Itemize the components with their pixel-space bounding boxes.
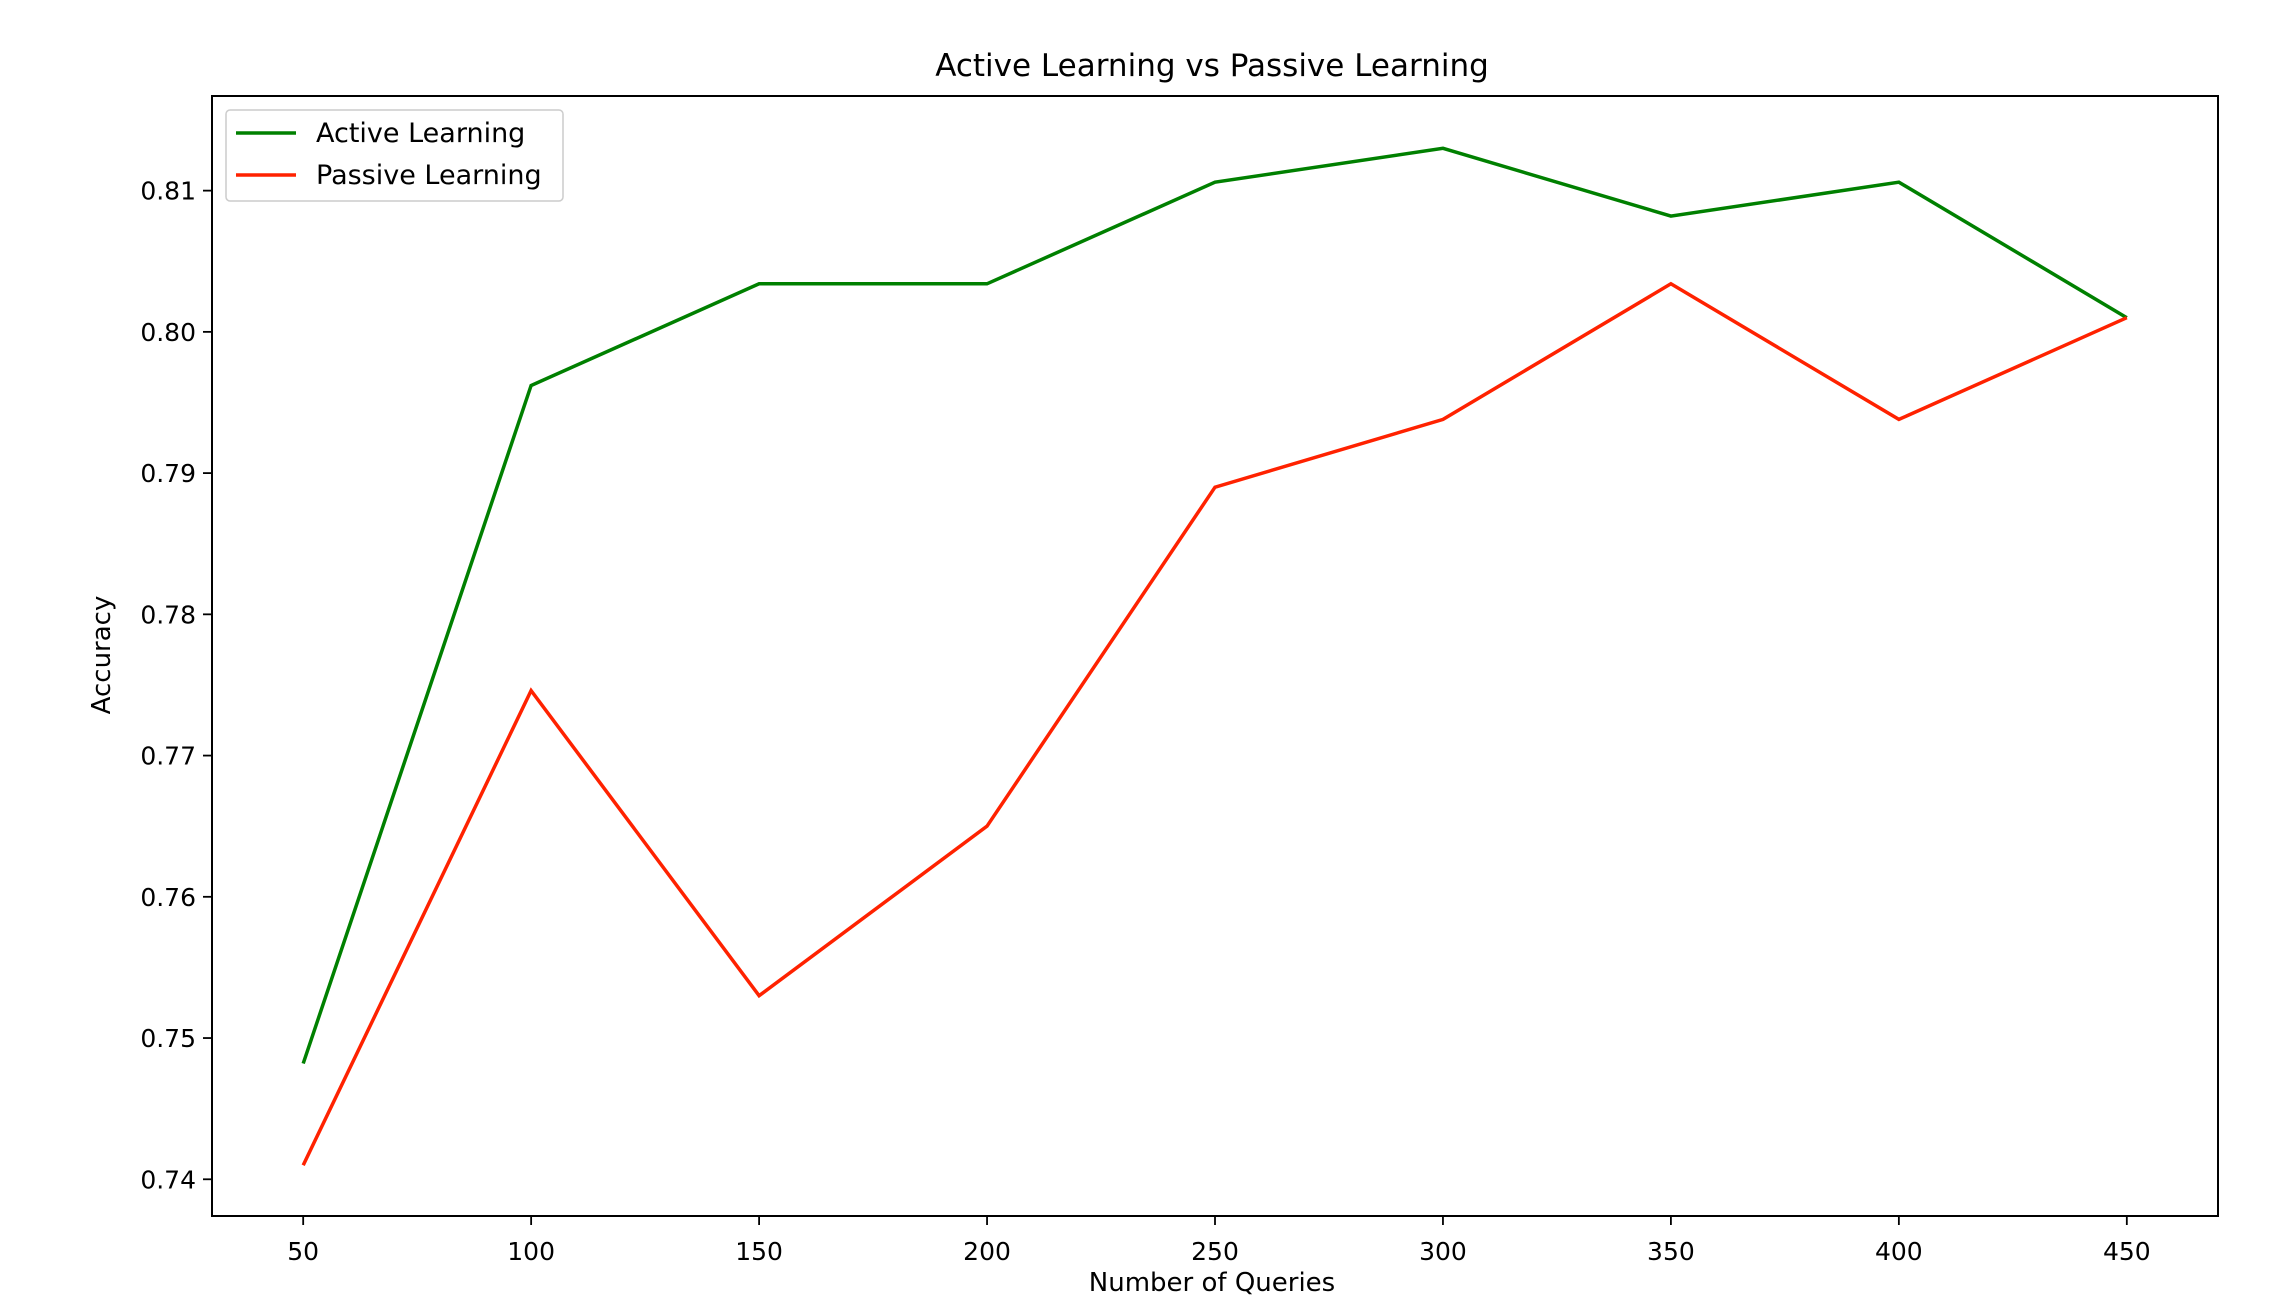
- series-line-passive-learning: [301, 281, 2128, 1166]
- y-tick-label: 0.80: [140, 318, 196, 347]
- y-tick-label: 0.81: [140, 177, 196, 206]
- y-axis: 0.74 0.75 0.76 0.77 0.78 0.79 0.80 0.81: [140, 177, 212, 1194]
- legend-box: [225, 109, 564, 202]
- y-tick-label: 0.79: [140, 459, 196, 488]
- chart-title: Active Learning vs Passive Learning: [935, 48, 1489, 84]
- x-tick-label: 150: [735, 1237, 783, 1266]
- y-axis-label: Accuracy: [87, 596, 117, 715]
- x-tick-label: 300: [1419, 1237, 1467, 1266]
- legend: Active Learning Passive Learning: [225, 109, 564, 202]
- y-tick-label: 0.78: [140, 600, 196, 629]
- x-tick-label: 400: [1875, 1237, 1923, 1266]
- y-tick-label: 0.76: [140, 883, 196, 912]
- x-axis-label: Number of Queries: [1089, 1268, 1335, 1298]
- y-tick-label: 0.74: [140, 1165, 196, 1194]
- x-tick-label: 100: [507, 1237, 555, 1266]
- x-axis: 50 100 150 200 250 300 350 400 450: [287, 1216, 2151, 1266]
- series-line-active-learning: [301, 146, 2128, 1065]
- series-layer: [301, 146, 2128, 1166]
- legend-label-active-learning: Active Learning: [316, 118, 525, 149]
- x-tick-label: 450: [2103, 1237, 2151, 1266]
- x-tick-label: 350: [1647, 1237, 1695, 1266]
- x-tick-label: 50: [287, 1237, 319, 1266]
- y-tick-label: 0.77: [140, 742, 196, 771]
- x-tick-label: 200: [963, 1237, 1011, 1266]
- legend-label-passive-learning: Passive Learning: [316, 160, 542, 191]
- y-tick-label: 0.75: [140, 1024, 196, 1053]
- x-tick-label: 250: [1191, 1237, 1239, 1266]
